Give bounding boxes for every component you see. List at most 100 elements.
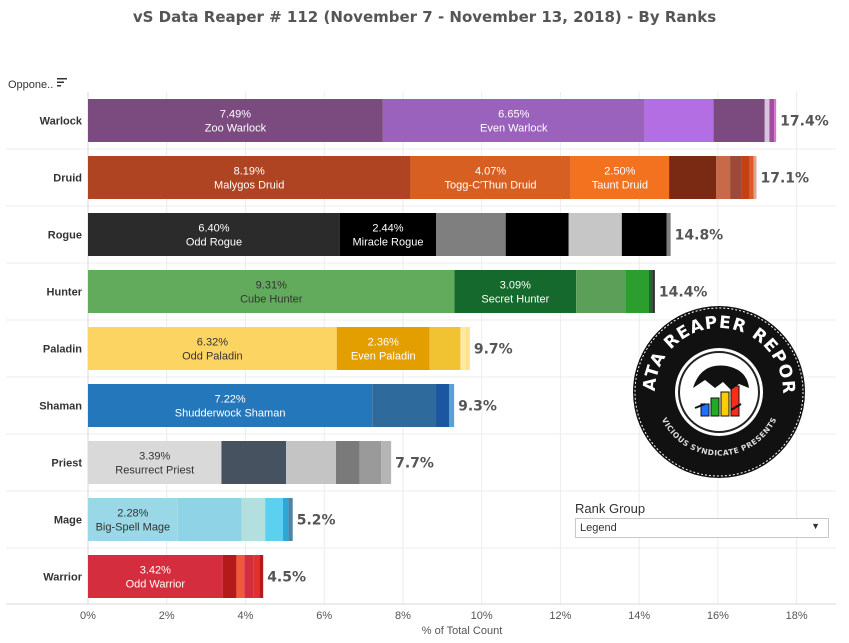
bar-segment-warrior[interactable] xyxy=(244,555,254,598)
x-tick-label: 6% xyxy=(316,610,332,622)
category-label-mage: Mage xyxy=(54,515,82,527)
bar-segment-priest[interactable] xyxy=(286,441,337,484)
bar-segment-priest[interactable] xyxy=(221,441,287,484)
bar-segment-mage[interactable] xyxy=(265,498,283,541)
bar-segment-rogue[interactable] xyxy=(505,213,569,256)
segment-percent-label: 6.32% xyxy=(197,337,228,349)
segment-archetype-label: Miracle Rogue xyxy=(353,237,424,249)
segment-percent-label: 2.50% xyxy=(604,166,635,178)
bar-segment-warlock[interactable] xyxy=(88,99,383,142)
bar-segment-paladin[interactable] xyxy=(336,327,430,370)
bar-segment-rogue[interactable] xyxy=(666,213,671,256)
bar-total-label-paladin: 9.7% xyxy=(474,342,513,358)
bar-segment-hunter[interactable] xyxy=(576,270,626,313)
bar-segment-mage[interactable] xyxy=(288,498,293,541)
segment-percent-label: 6.65% xyxy=(498,109,529,121)
x-tick-label: 10% xyxy=(471,610,493,622)
x-axis-title: % of Total Count xyxy=(421,625,503,637)
bar-segment-paladin[interactable] xyxy=(465,327,470,370)
bar-segment-priest[interactable] xyxy=(88,441,222,484)
logo-hood-icon xyxy=(693,365,749,390)
bar-segment-warlock[interactable] xyxy=(644,99,714,142)
category-label-hunter: Hunter xyxy=(47,287,83,299)
bar-segment-mage[interactable] xyxy=(282,498,289,541)
bar-segment-warrior[interactable] xyxy=(236,555,245,598)
bar-total-label-hunter: 14.4% xyxy=(659,285,708,301)
bar-segment-warrior[interactable] xyxy=(253,555,260,598)
bar-segment-warlock[interactable] xyxy=(769,99,775,142)
bar-segment-mage[interactable] xyxy=(241,498,266,541)
bar-segment-druid[interactable] xyxy=(716,156,731,199)
bar-total-label-shaman: 9.3% xyxy=(458,399,497,415)
bar-total-label-mage: 5.2% xyxy=(297,513,336,529)
bar-segment-druid[interactable] xyxy=(88,156,411,199)
logo-bar xyxy=(710,397,720,417)
x-tick-label: 16% xyxy=(707,610,729,622)
chart-title: vS Data Reaper # 112 (November 7 - Novem… xyxy=(132,8,717,26)
bar-total-label-warlock: 17.4% xyxy=(780,114,829,130)
bar-segment-rogue[interactable] xyxy=(568,213,622,256)
bar-segment-priest[interactable] xyxy=(359,441,382,484)
bar-segment-warlock[interactable] xyxy=(774,99,777,142)
segment-archetype-label: Odd Warrior xyxy=(126,579,186,591)
bar-segment-paladin[interactable] xyxy=(88,327,337,370)
segment-percent-label: 3.42% xyxy=(140,565,171,577)
bar-segment-mage[interactable] xyxy=(177,498,242,541)
category-label-warrior: Warrior xyxy=(43,572,82,584)
bar-segment-hunter[interactable] xyxy=(652,270,655,313)
bar-segment-druid[interactable] xyxy=(669,156,717,199)
bar-segment-rogue[interactable] xyxy=(436,213,506,256)
x-tick-label: 14% xyxy=(628,610,650,622)
bar-segment-warrior[interactable] xyxy=(88,555,223,598)
bar-segment-warlock[interactable] xyxy=(713,99,765,142)
x-tick-label: 8% xyxy=(395,610,411,622)
logo-bar xyxy=(730,385,740,417)
bar-segment-shaman[interactable] xyxy=(88,384,373,427)
bar-segment-rogue[interactable] xyxy=(621,213,667,256)
bar-segment-paladin[interactable] xyxy=(460,327,466,370)
bar-segment-shaman[interactable] xyxy=(436,384,450,427)
segment-percent-label: 9.31% xyxy=(256,280,287,292)
bar-segment-druid[interactable] xyxy=(749,156,754,199)
bar-segment-druid[interactable] xyxy=(741,156,750,199)
opponent-column-header[interactable]: Oppone.. xyxy=(8,79,54,91)
segment-percent-label: 2.36% xyxy=(368,337,399,349)
sort-icon[interactable] xyxy=(56,76,68,88)
bar-segment-priest[interactable] xyxy=(336,441,360,484)
bar-segment-warrior[interactable] xyxy=(259,555,264,598)
bar-total-label-priest: 7.7% xyxy=(395,456,434,472)
bar-segment-hunter[interactable] xyxy=(625,270,649,313)
bar-segment-warlock[interactable] xyxy=(764,99,770,142)
segment-archetype-label: Cube Hunter xyxy=(240,294,303,306)
category-label-druid: Druid xyxy=(53,173,82,185)
rank-group-select[interactable]: Legend ▼ xyxy=(575,518,829,538)
category-label-shaman: Shaman xyxy=(39,401,82,413)
segment-archetype-label: Resurrect Priest xyxy=(115,465,194,477)
bar-total-label-warrior: 4.5% xyxy=(267,570,306,586)
bar-segment-shaman[interactable] xyxy=(372,384,437,427)
bar-segment-shaman[interactable] xyxy=(449,384,455,427)
chevron-down-icon[interactable]: ▼ xyxy=(811,521,820,531)
bar-segment-paladin[interactable] xyxy=(429,327,461,370)
segment-archetype-label: Odd Rogue xyxy=(186,237,242,249)
bar-segment-warlock[interactable] xyxy=(382,99,645,142)
bar-segment-druid[interactable] xyxy=(730,156,742,199)
bar-segment-rogue[interactable] xyxy=(339,213,437,256)
segment-archetype-label: Zoo Warlock xyxy=(205,123,267,135)
bar-segment-hunter[interactable] xyxy=(649,270,653,313)
rank-group-title: Rank Group xyxy=(575,501,646,516)
bar-segment-druid[interactable] xyxy=(570,156,670,199)
bar-segment-rogue[interactable] xyxy=(88,213,340,256)
bar-segment-warrior[interactable] xyxy=(222,555,237,598)
category-label-priest: Priest xyxy=(51,458,82,470)
bar-segment-mage[interactable] xyxy=(88,498,178,541)
segment-percent-label: 3.39% xyxy=(139,451,170,463)
bar-segment-druid[interactable] xyxy=(410,156,571,199)
bar-segment-hunter[interactable] xyxy=(454,270,577,313)
bar-segment-priest[interactable] xyxy=(381,441,392,484)
bar-segment-hunter[interactable] xyxy=(88,270,455,313)
bar-segment-druid[interactable] xyxy=(753,156,757,199)
segment-archetype-label: Taunt Druid xyxy=(592,180,648,192)
x-tick-label: 0% xyxy=(80,610,96,622)
